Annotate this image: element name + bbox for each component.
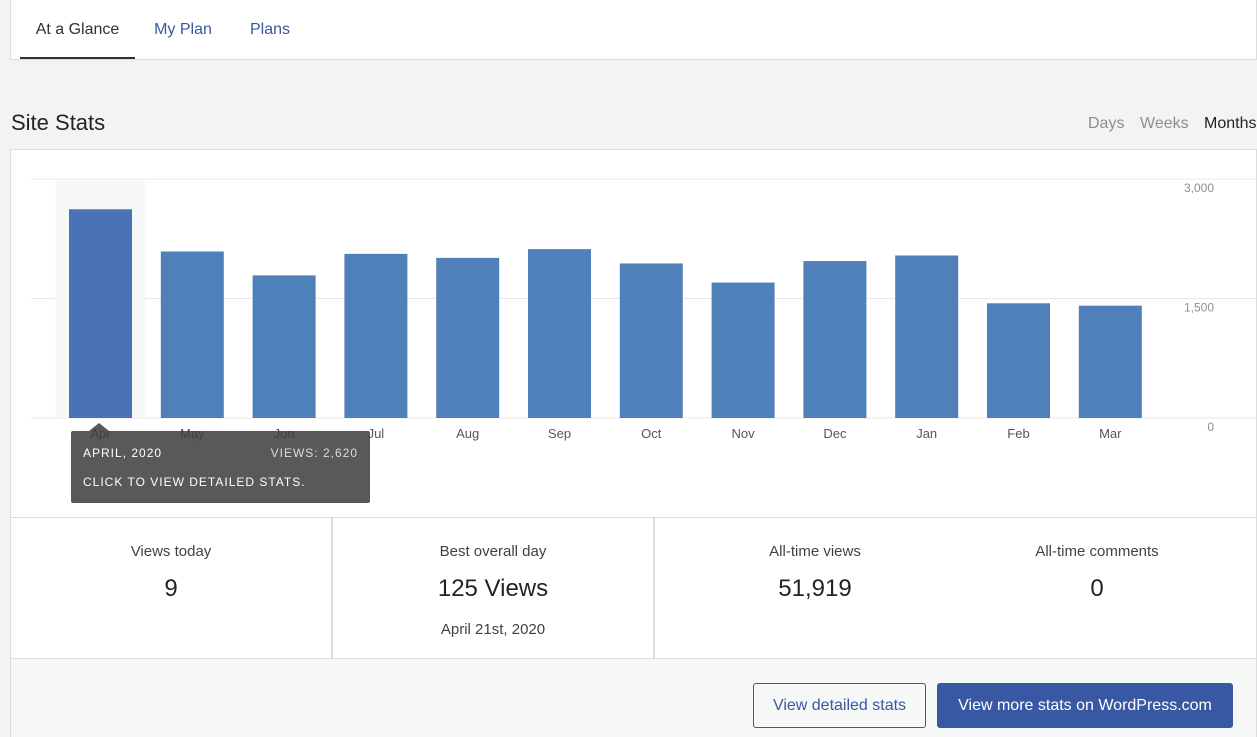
stat-label: Views today xyxy=(130,543,212,560)
chart-bar[interactable] xyxy=(711,282,775,418)
chart-bar[interactable] xyxy=(252,275,316,418)
page-title: Site Stats xyxy=(11,110,106,135)
stat-views-today: Views today 9 xyxy=(11,518,333,659)
view-wpcom-stats-button[interactable]: View more stats on WordPress.com xyxy=(937,683,1233,728)
tooltip-date: April, 2020 xyxy=(83,446,163,460)
chart-bar[interactable] xyxy=(895,255,959,418)
stat-all-time-views: All-time views 51,919 xyxy=(655,518,975,659)
chart-bar[interactable] xyxy=(69,209,132,418)
tab-at-a-glance[interactable]: At a Glance xyxy=(20,0,135,59)
stat-date: April 21st, 2020 xyxy=(440,621,546,638)
y-tick-label: 0 xyxy=(1207,420,1214,434)
x-tick-label: Nov xyxy=(732,426,756,441)
x-tick-label: Jan xyxy=(916,426,937,441)
tooltip-views: Views: 2,620 xyxy=(270,446,358,460)
stat-label: All-time comments xyxy=(1035,543,1159,560)
chart-tooltip: April, 2020 Views: 2,620 Click to view d… xyxy=(71,423,370,503)
tab-bar: At a Glance My Plan Plans xyxy=(10,0,1257,60)
x-tick-label: Mar xyxy=(1099,426,1122,441)
period-weeks[interactable]: Weeks xyxy=(1140,115,1189,132)
card-footer: View detailed stats View more stats on W… xyxy=(11,659,1256,737)
stats-card: 01,5003,000AprMayJunJulAugSepOctNovDecJa… xyxy=(10,149,1257,737)
x-tick-label: Sep xyxy=(548,426,571,441)
chart-bar[interactable] xyxy=(344,253,408,418)
stats-summary: Views today 9 Best overall day 125 Views… xyxy=(11,517,1256,659)
tooltip-hint: Click to view detailed stats. xyxy=(83,475,306,489)
chart-bar[interactable] xyxy=(803,261,867,418)
tab-plans[interactable]: Plans xyxy=(249,21,291,38)
y-tick-label: 3,000 xyxy=(1184,181,1214,195)
chart-bar[interactable] xyxy=(619,263,683,418)
stat-value: 0 xyxy=(1090,575,1104,602)
chart-bar[interactable] xyxy=(436,257,500,418)
chart-bar[interactable] xyxy=(528,249,591,418)
stat-value: 9 xyxy=(164,575,178,602)
chart-area: 01,5003,000AprMayJunJulAugSepOctNovDecJa… xyxy=(11,150,1256,517)
y-tick-label: 1,500 xyxy=(1184,301,1214,315)
x-tick-label: Oct xyxy=(641,426,662,441)
tab-my-plan[interactable]: My Plan xyxy=(154,21,212,38)
stat-all-time-comments: All-time comments 0 xyxy=(956,518,1238,659)
x-tick-label: Jul xyxy=(368,426,385,441)
stat-label: All-time views xyxy=(769,543,861,560)
views-bar-chart: 01,5003,000AprMayJunJulAugSepOctNovDecJa… xyxy=(31,178,1256,441)
tooltip-arrow xyxy=(89,423,109,431)
chart-bar[interactable] xyxy=(1078,305,1142,418)
chart-bar[interactable] xyxy=(987,303,1050,418)
x-tick-label: Aug xyxy=(456,426,479,441)
period-days[interactable]: Days xyxy=(1088,115,1125,132)
x-tick-label: Feb xyxy=(1007,426,1029,441)
stat-value: 51,919 xyxy=(778,575,852,602)
period-months[interactable]: Months xyxy=(1204,115,1257,132)
view-detailed-stats-button[interactable]: View detailed stats xyxy=(753,683,926,728)
x-tick-label: Dec xyxy=(823,426,847,441)
chart-bar[interactable] xyxy=(160,251,224,418)
stat-best-day: Best overall day 125 Views April 21st, 2… xyxy=(333,518,655,659)
stat-value: 125 Views xyxy=(437,575,549,602)
stat-label: Best overall day xyxy=(439,543,547,560)
